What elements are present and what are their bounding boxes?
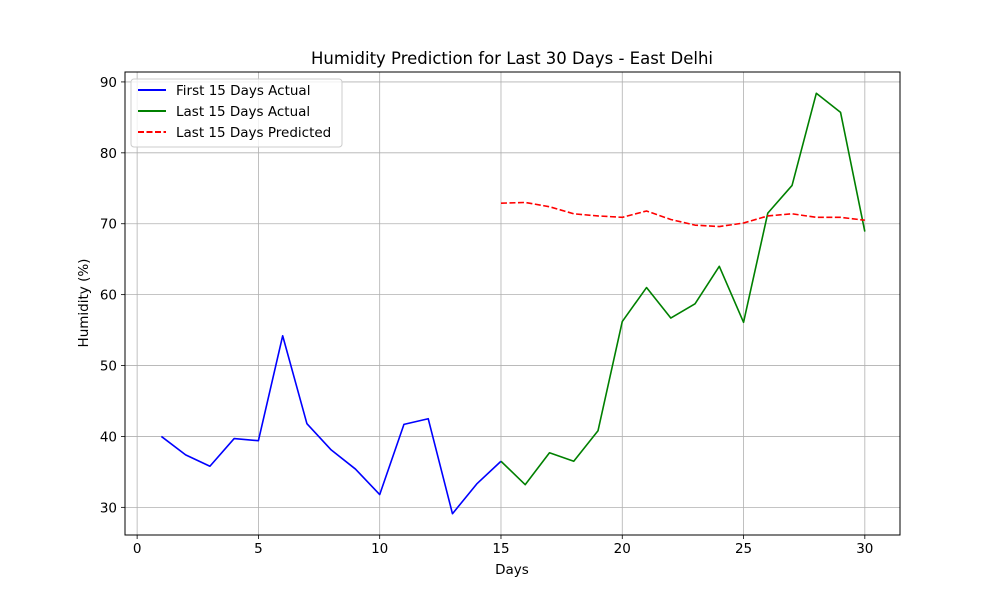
grid <box>125 72 900 535</box>
legend: First 15 Days Actual Last 15 Days Actual… <box>130 78 343 148</box>
x-tick-label: 10 <box>371 541 388 557</box>
legend-label-first-15-actual: First 15 Days Actual <box>176 83 310 99</box>
legend-box <box>130 78 343 148</box>
legend-label-last-15-predicted: Last 15 Days Predicted <box>176 125 331 141</box>
series-layer <box>160 92 866 515</box>
x-tick-label: 25 <box>735 541 752 557</box>
axis-ticks: 0 5 10 15 20 25 30 30 40 50 60 70 80 90 <box>100 75 874 557</box>
legend-label-last-15-actual: Last 15 Days Actual <box>176 104 310 120</box>
chart-title: Humidity Prediction for Last 30 Days - E… <box>311 49 713 68</box>
series-line-last-15-days-predicted <box>500 201 865 228</box>
plot-frame <box>124 71 901 536</box>
series-line-first-15-days-actual <box>160 334 502 515</box>
y-tick-label: 80 <box>100 146 117 162</box>
x-tick-label: 20 <box>614 541 631 557</box>
x-axis-label: Days <box>495 562 529 578</box>
y-tick-label: 50 <box>100 359 117 375</box>
y-tick-label: 90 <box>100 75 117 91</box>
x-tick-label: 15 <box>492 541 509 557</box>
x-tick-label: 0 <box>133 541 142 557</box>
x-tick-label: 30 <box>856 541 873 557</box>
y-tick-label: 60 <box>100 288 117 304</box>
y-tick-label: 30 <box>100 500 117 516</box>
y-axis-label: Humidity (%) <box>76 259 92 348</box>
y-tick-label: 70 <box>100 217 117 233</box>
series-line-last-15-days-actual <box>500 92 866 486</box>
x-tick-label: 5 <box>254 541 263 557</box>
y-tick-label: 40 <box>100 429 117 445</box>
